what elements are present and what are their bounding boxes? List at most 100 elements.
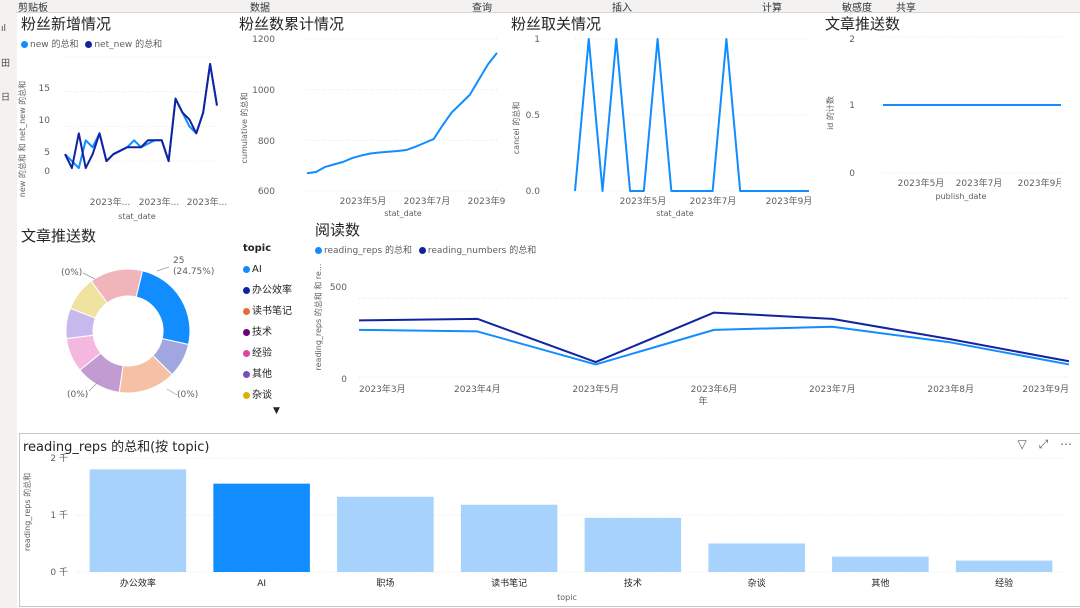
legend-reading-numbers[interactable]: reading_numbers 的总和 [427, 246, 537, 256]
ribbon-query[interactable]: 查询 [472, 3, 492, 14]
legend-reading-reps[interactable]: reading_reps 的总和 [324, 246, 412, 256]
ytick: 0.0 [526, 187, 541, 197]
xtick: AI [257, 579, 266, 589]
legend-dot-icon [243, 329, 250, 336]
fans-cancel-ylabel: cancel 的总和 [511, 102, 521, 154]
fans-new-legend: new 的总和 net_new 的总和 [21, 37, 162, 50]
fans-new-xlabel: stat_date [118, 212, 155, 221]
ribbon: 剪贴板 数据 查询 插入 计算 敏感度 共享 [0, 0, 1080, 14]
series-line[interactable] [64, 62, 218, 170]
xtick: 职场 [376, 578, 394, 589]
bar[interactable] [89, 469, 187, 572]
bar[interactable] [832, 556, 929, 572]
triangle-down-icon[interactable]: ▼ [273, 406, 280, 416]
table-view-icon[interactable]: 田 [1, 59, 11, 69]
topic-legend-item[interactable]: AI [243, 259, 292, 280]
fans-cancel-plot [574, 38, 809, 192]
topic-bar-visual[interactable]: reading_reps 的总和(按 topic) ▽ ⤢ ⋯ reading_… [19, 433, 1080, 607]
ytick: 1 [534, 35, 540, 45]
ytick: 15 [39, 84, 50, 94]
topic-legend-item[interactable]: 其他 [243, 364, 292, 385]
fans-cum-plot [306, 38, 498, 192]
xtick: 2023年8月 [927, 383, 974, 395]
xtick: 2023年9月 [1018, 177, 1061, 189]
xtick: 2023年9月 [1022, 383, 1069, 395]
xtick: 读书笔记 [491, 577, 527, 589]
series-line[interactable] [306, 52, 498, 175]
ytick: 1 [849, 101, 855, 111]
ytick: 0 [341, 375, 347, 385]
xtick: 经验 [995, 577, 1013, 589]
donut-label-zero: (0%) [61, 268, 82, 278]
topic-legend-label: 办公效率 [252, 285, 292, 296]
xtick: 2023年7月 [956, 177, 1003, 189]
xtick: 2023年3月 [359, 383, 406, 395]
donut-label-zero: (0%) [177, 390, 198, 400]
legend-net-new[interactable]: net_new 的总和 [94, 40, 163, 50]
fans-new-title: 粉丝新增情况 [21, 15, 112, 33]
bar[interactable] [584, 517, 682, 572]
bar[interactable] [213, 483, 310, 572]
topic-bar-title: reading_reps 的总和(按 topic) [23, 440, 210, 455]
reads-legend: reading_reps 的总和 reading_numbers 的总和 [315, 243, 536, 256]
legend-new[interactable]: new 的总和 [30, 40, 79, 50]
xtick: 2023年7月 [690, 195, 737, 207]
filter-icon[interactable]: ▽ [1017, 437, 1027, 451]
articles-count-plot [883, 36, 1061, 174]
articles-count-chart[interactable]: id 的计数 2 1 0 2023年5月 2023年7月 2023年9月 pub… [821, 33, 1061, 208]
series-line[interactable] [358, 311, 1070, 364]
ribbon-sensitivity[interactable]: 敏感度 [842, 3, 872, 14]
more-options-icon[interactable]: ⋯ [1060, 437, 1072, 451]
ytick: 2 [849, 35, 855, 45]
topic-legend-item[interactable]: 杂谈 [243, 385, 292, 406]
reads-plot [358, 298, 1070, 378]
reads-chart[interactable]: reading_reps 的总和 和 re... 500 0 2023年3月 20… [311, 257, 1077, 407]
topic-legend-item[interactable]: 经验 [243, 343, 292, 364]
fans-new-chart[interactable]: new 的总和 和 net_new 的总和 15 10 5 0 2023年...… [17, 49, 227, 224]
series-line[interactable] [574, 38, 809, 192]
report-view-icon[interactable]: ıl [1, 24, 7, 34]
ytick: 0 [849, 169, 855, 179]
reads-title: 阅读数 [315, 221, 361, 239]
focus-mode-icon[interactable]: ⤢ [1038, 437, 1049, 451]
fans-cancel-xlabel: stat_date [656, 209, 693, 218]
fans-cancel-chart[interactable]: cancel 的总和 1 0.5 0.0 2023年5月 2023年7月 202… [507, 33, 817, 223]
topic-bar-chart[interactable]: reading_reps 的总和 2 千 1 千 0 千 topic 办公效率 A… [20, 452, 1078, 604]
donut-label-pct: (24.75%) [173, 267, 214, 277]
legend-dot-icon [243, 308, 250, 315]
model-view-icon[interactable]: 日 [1, 93, 11, 103]
topic-legend-item[interactable]: 办公效率 [243, 280, 292, 301]
topic-legend: topic AI 办公效率 读书笔记 技术 经验 其他 杂谈 ▼ [243, 243, 292, 416]
xtick: 2023年... [90, 196, 131, 208]
xtick: 办公效率 [120, 577, 156, 589]
series-line[interactable] [358, 325, 1070, 366]
legend-dot-icon [243, 392, 250, 399]
topic-legend-label: 其他 [252, 369, 272, 380]
xtick: 其他 [871, 577, 889, 589]
articles-count-title: 文章推送数 [825, 15, 901, 33]
ribbon-data[interactable]: 数据 [250, 3, 270, 14]
donut-slice[interactable] [135, 270, 191, 346]
series-line[interactable] [64, 62, 218, 170]
topic-legend-item[interactable]: 技术 [243, 322, 292, 343]
articles-count-ylabel: id 的计数 [825, 96, 835, 130]
ribbon-share[interactable]: 共享 [896, 3, 916, 14]
bar[interactable] [955, 560, 1053, 572]
bar[interactable] [708, 543, 805, 573]
topic-legend-item[interactable]: 读书笔记 [243, 301, 292, 322]
ribbon-clipboard[interactable]: 剪贴板 [18, 3, 48, 14]
donut-slice[interactable] [90, 268, 144, 304]
ytick: 500 [330, 283, 347, 293]
articles-count-xlabel: publish_date [936, 192, 987, 201]
legend-dot-icon [243, 371, 250, 378]
ribbon-calc[interactable]: 计算 [762, 3, 782, 14]
fans-cum-chart[interactable]: cumulative 的总和 1200 1000 800 600 2023年5月… [235, 33, 505, 223]
topic-bar-ylabel: reading_reps 的总和 [22, 473, 32, 551]
left-rail: ıl 田 日 [0, 12, 16, 608]
bar[interactable] [337, 496, 434, 572]
donut-chart[interactable]: 25 (24.75%) (0%) (0%) (0%) [17, 249, 239, 419]
xtick: 2023年... [187, 196, 227, 208]
bar[interactable] [460, 504, 558, 572]
ribbon-insert[interactable]: 插入 [612, 3, 632, 14]
ytick: 5 [44, 148, 50, 158]
